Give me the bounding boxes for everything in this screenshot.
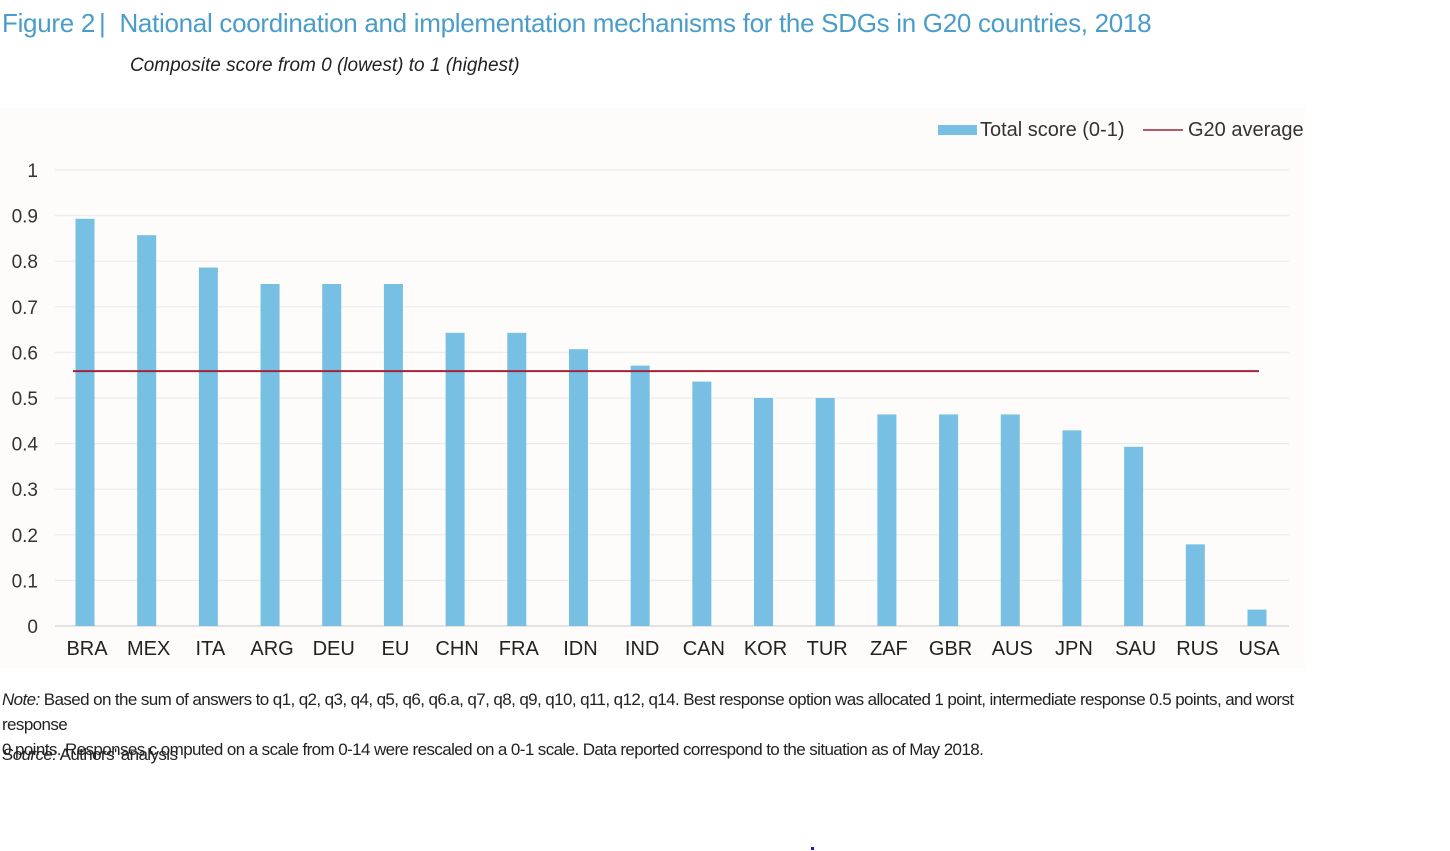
bar-eu xyxy=(383,284,403,626)
bar-fra xyxy=(507,332,527,626)
note-label: Note: xyxy=(2,690,40,709)
x-tick-label: TUR xyxy=(807,638,848,660)
figure-subtitle: Composite score from 0 (lowest) to 1 (hi… xyxy=(130,55,520,76)
bar-chart: 0 0.1 0.2 0.3 0.4 0.5 0.6 0.7 0.8 0.9 1 BRA MEX ITA A… xyxy=(12,119,1304,660)
y-tick-label: 0.3 xyxy=(12,480,38,501)
stray-dot xyxy=(811,847,814,850)
bar-arg xyxy=(260,284,280,626)
x-tick-label: IDN xyxy=(563,638,597,660)
bar-rus xyxy=(1185,544,1205,626)
bar-chn xyxy=(445,332,465,626)
y-axis-ticks: 0 0.1 0.2 0.3 0.4 0.5 0.6 0.7 0.8 0.9 1 xyxy=(12,161,39,638)
figure-title-text: National coordination and implementation… xyxy=(119,8,1152,38)
legend-line-label: G20 average xyxy=(1188,119,1304,141)
x-tick-label: ZAF xyxy=(870,638,908,660)
source-text: Source: Authors' analysis xyxy=(2,745,178,765)
y-tick-label: 0 xyxy=(27,617,38,638)
x-tick-label: EU xyxy=(382,638,410,660)
x-tick-label: USA xyxy=(1238,638,1280,660)
x-tick-label: GBR xyxy=(929,638,972,660)
y-tick-label: 0.6 xyxy=(12,343,38,364)
y-tick-label: 0.4 xyxy=(12,435,39,456)
bar-kor xyxy=(754,398,774,626)
x-tick-label: KOR xyxy=(744,638,787,660)
bar-aus xyxy=(1000,414,1020,626)
x-tick-label: ARG xyxy=(250,638,293,660)
y-tick-label: 0.5 xyxy=(12,389,38,410)
x-tick-label: CHN xyxy=(435,638,478,660)
bar-ind xyxy=(630,365,650,626)
source-label: Source: xyxy=(2,745,57,764)
gridlines xyxy=(55,169,1289,627)
note-text: Note: Based on the sum of answers to q1,… xyxy=(2,687,1312,762)
note-line1: Based on the sum of answers to q1, q2, q… xyxy=(2,690,1294,734)
bar-mex xyxy=(137,235,157,626)
y-tick-label: 0.7 xyxy=(12,298,38,319)
legend-bar-swatch xyxy=(938,125,977,135)
note-line2: 0 points. Responses c omputed on a scale… xyxy=(2,740,984,759)
bar-jpn xyxy=(1062,430,1082,626)
y-tick-label: 0.8 xyxy=(12,252,38,273)
bar-usa xyxy=(1247,609,1267,626)
bar-deu xyxy=(322,284,342,626)
figure-number: Figure 2 xyxy=(2,8,95,38)
y-tick-label: 0.2 xyxy=(12,526,38,547)
bar-gbr xyxy=(939,414,959,626)
x-axis-ticks: BRA MEX ITA ARG DEU EU CHN FRA IDN IND CAN KOR TUR ZA… xyxy=(66,638,1280,660)
x-tick-label: RUS xyxy=(1176,638,1218,660)
title-separator: | xyxy=(98,8,106,38)
source-value: Authors' analysis xyxy=(56,745,178,764)
y-tick-label: 1 xyxy=(27,161,38,182)
bar-ita xyxy=(198,267,218,626)
y-tick-label: 0.1 xyxy=(12,571,38,592)
bar-tur xyxy=(815,398,835,626)
x-tick-label: BRA xyxy=(66,638,108,660)
y-tick-label: 0.9 xyxy=(12,207,38,228)
x-tick-label: JPN xyxy=(1055,638,1093,660)
x-tick-label: FRA xyxy=(499,638,540,660)
legend-bar-label: Total score (0-1) xyxy=(980,119,1125,141)
x-tick-label: CAN xyxy=(683,638,725,660)
x-tick-label: IND xyxy=(625,638,659,660)
legend: Total score (0-1) G20 average xyxy=(938,119,1304,141)
x-tick-label: MEX xyxy=(127,638,170,660)
x-tick-label: ITA xyxy=(196,638,226,660)
bar-idn xyxy=(568,349,588,626)
figure-title: Figure 2 | National coordination and imple… xyxy=(2,8,1152,39)
bar-bra xyxy=(75,218,95,627)
bars xyxy=(75,218,1267,627)
bar-zaf xyxy=(877,414,897,626)
bar-can xyxy=(692,381,712,626)
x-tick-label: SAU xyxy=(1115,638,1156,660)
bar-sau xyxy=(1124,446,1144,626)
x-tick-label: DEU xyxy=(313,638,355,660)
x-tick-label: AUS xyxy=(992,638,1033,660)
